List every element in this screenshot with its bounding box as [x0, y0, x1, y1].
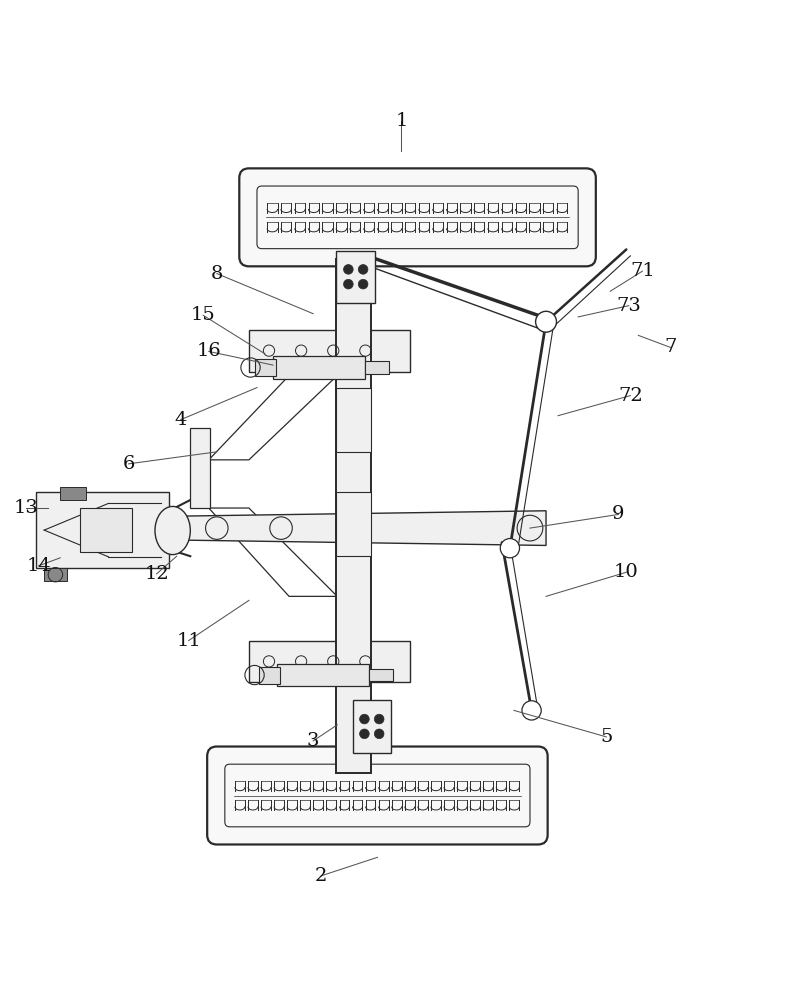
- Circle shape: [359, 714, 369, 724]
- Text: 3: 3: [306, 732, 319, 750]
- Bar: [190, 428, 209, 508]
- Text: 7: 7: [663, 338, 676, 356]
- Text: 14: 14: [26, 557, 51, 575]
- FancyBboxPatch shape: [239, 168, 595, 266]
- Bar: [255, 359, 276, 376]
- Circle shape: [535, 311, 556, 332]
- Bar: [60, 487, 86, 500]
- Circle shape: [521, 701, 541, 720]
- Text: 8: 8: [210, 265, 223, 283]
- Circle shape: [374, 729, 383, 739]
- Bar: [365, 361, 389, 374]
- Ellipse shape: [155, 506, 190, 555]
- FancyBboxPatch shape: [207, 747, 547, 844]
- Bar: [335, 492, 371, 556]
- Text: 6: 6: [122, 455, 135, 473]
- Bar: [369, 669, 393, 681]
- Text: 2: 2: [314, 867, 327, 885]
- Text: 9: 9: [611, 505, 624, 523]
- Circle shape: [343, 279, 353, 289]
- Text: 16: 16: [196, 342, 221, 360]
- Bar: [352, 700, 391, 753]
- Text: 13: 13: [14, 499, 38, 517]
- Text: 4: 4: [174, 411, 187, 429]
- Bar: [335, 388, 371, 452]
- Text: 11: 11: [176, 632, 200, 650]
- Circle shape: [358, 265, 367, 274]
- Bar: [36, 492, 168, 568]
- Bar: [259, 667, 280, 684]
- Bar: [249, 330, 409, 372]
- Text: 71: 71: [630, 262, 654, 280]
- Circle shape: [343, 265, 353, 274]
- Text: 1: 1: [395, 112, 407, 130]
- Text: 5: 5: [599, 728, 612, 746]
- Circle shape: [500, 539, 519, 558]
- Bar: [336, 251, 375, 303]
- Text: 15: 15: [191, 306, 215, 324]
- Circle shape: [359, 729, 369, 739]
- Bar: [80, 508, 132, 552]
- Text: 12: 12: [144, 565, 168, 583]
- Bar: [249, 641, 409, 682]
- FancyBboxPatch shape: [225, 764, 529, 827]
- Text: 73: 73: [616, 297, 640, 315]
- Bar: [44, 568, 67, 581]
- FancyBboxPatch shape: [257, 186, 577, 249]
- Polygon shape: [152, 511, 545, 545]
- Circle shape: [358, 279, 367, 289]
- Text: 10: 10: [614, 563, 638, 581]
- Bar: [273, 356, 365, 379]
- Circle shape: [374, 714, 383, 724]
- Bar: [335, 259, 371, 773]
- Bar: [277, 664, 369, 686]
- Text: 72: 72: [618, 387, 642, 405]
